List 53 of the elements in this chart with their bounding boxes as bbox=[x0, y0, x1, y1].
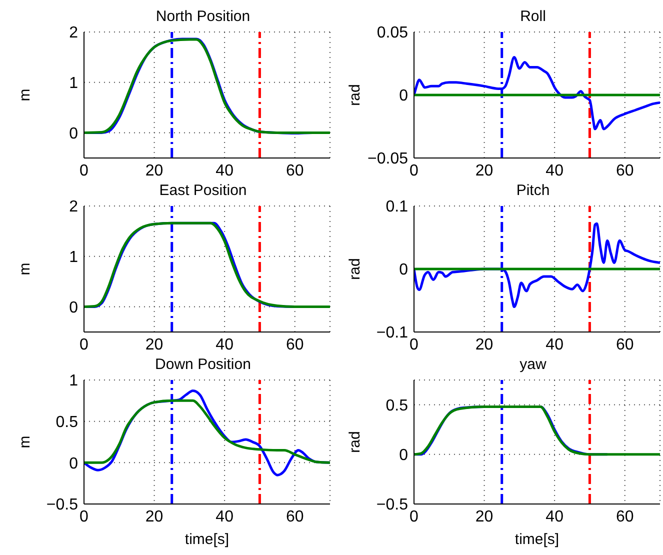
y-axis-title: rad bbox=[346, 258, 364, 280]
x-axis-title: time[s] bbox=[514, 531, 560, 548]
y-tick-label: 0.5 bbox=[386, 397, 408, 414]
x-tick-label: 60 bbox=[616, 336, 634, 354]
x-tick-label: 20 bbox=[145, 162, 164, 180]
x-tick-label: 40 bbox=[216, 336, 234, 354]
y-tick-label: 0 bbox=[399, 88, 408, 105]
x-tick-label: 40 bbox=[216, 162, 234, 180]
y-tick-label: 0 bbox=[399, 447, 408, 464]
y-tick-label: 0.1 bbox=[386, 198, 408, 216]
y-tick-label: 0 bbox=[69, 455, 78, 472]
y-tick-label: 1 bbox=[69, 249, 78, 266]
y-tick-label: −0.05 bbox=[368, 150, 408, 168]
y-tick-label: 2 bbox=[69, 198, 78, 216]
y-tick-label: 2 bbox=[69, 24, 78, 42]
x-tick-label: 60 bbox=[616, 508, 634, 526]
y-axis-title: rad bbox=[346, 431, 364, 453]
y-tick-label: 0 bbox=[69, 299, 78, 316]
chart-title: Down Position bbox=[154, 356, 252, 373]
x-tick-label: 20 bbox=[475, 508, 494, 526]
y-tick-label: 0 bbox=[69, 125, 78, 142]
x-tick-label: 60 bbox=[616, 162, 634, 180]
y-tick-label: −0.1 bbox=[376, 324, 408, 342]
chart-title: Roll bbox=[519, 8, 547, 25]
chart-title: East Position bbox=[158, 182, 248, 199]
y-tick-label: −0.5 bbox=[46, 496, 78, 514]
x-tick-label: 40 bbox=[546, 336, 564, 354]
line-series bbox=[414, 406, 660, 456]
x-tick-label: 40 bbox=[546, 508, 564, 526]
line-series bbox=[84, 399, 330, 464]
x-tick-label: 20 bbox=[145, 508, 164, 526]
y-axis-title: m bbox=[16, 436, 34, 448]
x-tick-label: 20 bbox=[145, 336, 164, 354]
chart-title: North Position bbox=[154, 8, 252, 25]
chart-title: yaw bbox=[518, 356, 548, 373]
y-tick-label: 0.05 bbox=[376, 24, 408, 42]
y-tick-label: 0.5 bbox=[56, 414, 78, 432]
y-tick-label: 1 bbox=[69, 75, 78, 92]
x-tick-label: 40 bbox=[216, 508, 234, 526]
y-axis-title: m bbox=[16, 88, 34, 102]
x-tick-label: 60 bbox=[286, 508, 304, 526]
x-tick-label: 20 bbox=[475, 162, 494, 180]
y-axis-title: rad bbox=[346, 84, 364, 106]
y-tick-label: 0 bbox=[399, 262, 408, 279]
y-tick-label: 1 bbox=[69, 372, 78, 390]
x-axis-title: time[s] bbox=[184, 531, 230, 548]
chart-title: Pitch bbox=[515, 182, 551, 199]
x-tick-label: 60 bbox=[286, 336, 304, 354]
x-tick-label: 40 bbox=[546, 162, 564, 180]
y-axis-title: m bbox=[16, 262, 34, 276]
x-tick-label: 60 bbox=[286, 162, 304, 180]
y-tick-label: −0.5 bbox=[376, 496, 408, 514]
x-tick-label: 20 bbox=[475, 336, 494, 354]
